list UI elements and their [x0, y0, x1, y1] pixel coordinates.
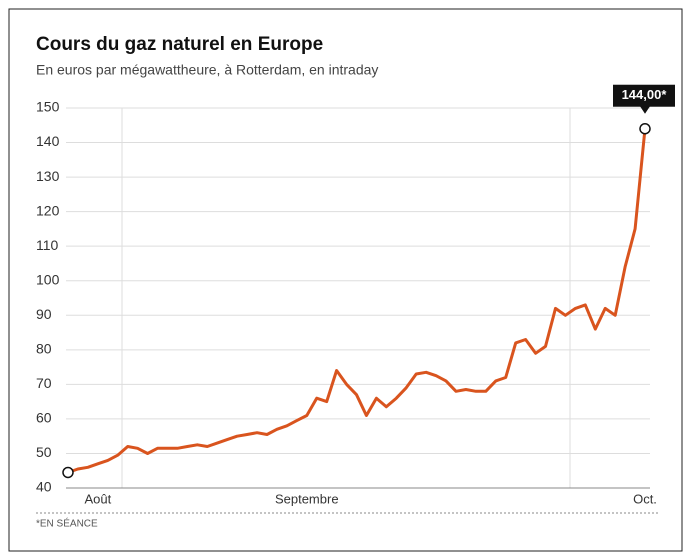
- label-box: [613, 84, 675, 107]
- x-tick-label: Août: [84, 491, 111, 506]
- value-label: 144,00*: [622, 87, 668, 102]
- y-tick-label: 70: [36, 375, 52, 391]
- x-tick-label: Oct.: [633, 491, 657, 506]
- y-tick-label: 100: [36, 271, 60, 287]
- y-tick-label: 80: [36, 341, 52, 357]
- end-point: [62, 466, 74, 479]
- y-tick-label: 60: [36, 410, 52, 426]
- y-tick-label: 130: [36, 168, 60, 184]
- y-tick-label: 50: [36, 444, 52, 460]
- x-tick-label: Septembre: [275, 491, 339, 506]
- y-tick-label: 90: [36, 306, 52, 322]
- chart-subtitle: En euros par mégawattheure, à Rotterdam,…: [36, 62, 378, 78]
- y-tick-label: 120: [36, 202, 60, 218]
- end-point: [639, 122, 651, 135]
- y-tick-label: 110: [36, 237, 59, 253]
- y-tick-label: 40: [36, 479, 52, 495]
- label-pointer: [640, 106, 650, 114]
- y-tick-label: 140: [36, 133, 60, 149]
- chart-title: Cours du gaz naturel en Europe: [36, 34, 323, 55]
- y-tick-label: 150: [36, 99, 60, 115]
- footnote: *EN SÉANCE: [36, 517, 98, 530]
- frame: [8, 8, 683, 552]
- price-line: [67, 128, 647, 474]
